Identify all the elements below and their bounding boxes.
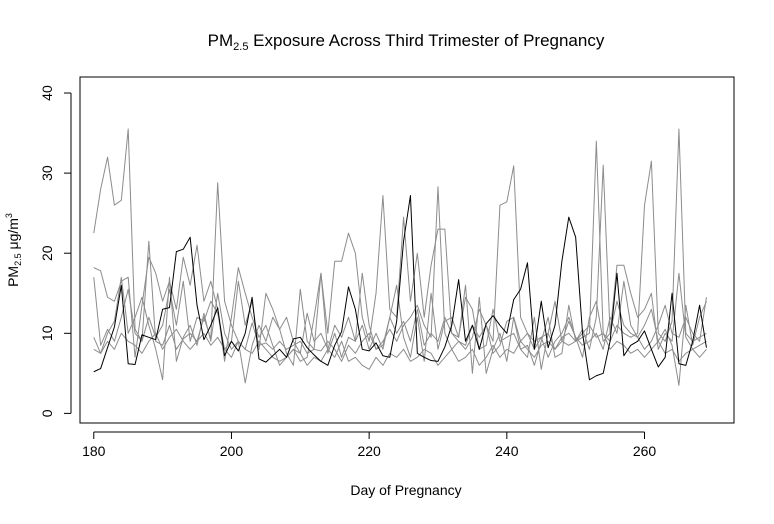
x-axis: 180 200 220 240 260 — [82, 431, 657, 459]
y-axis-label-superscript: 3 — [4, 213, 14, 218]
y-tick-label: 10 — [39, 325, 55, 341]
y-tick-label: 20 — [39, 245, 55, 261]
y-tick-label: 30 — [39, 165, 55, 181]
x-tick-label: 260 — [633, 443, 657, 459]
x-tick-label: 200 — [220, 443, 244, 459]
y-axis-label-subscript: 2.5 — [13, 253, 23, 266]
x-axis-label: Day of Pregnancy — [350, 482, 461, 498]
chart-title: PM2.5 Exposure Across Third Trimester of… — [208, 31, 605, 53]
chart-title-subscript: 2.5 — [233, 41, 248, 53]
plot-frame — [79, 76, 735, 424]
series-layer — [93, 128, 707, 386]
y-axis-label-main: PM — [5, 266, 21, 287]
series-line-highlighted — [93, 195, 707, 381]
y-axis: 0 10 20 30 40 — [39, 85, 72, 417]
x-tick-label: 220 — [357, 443, 381, 459]
series-line — [93, 164, 707, 366]
y-tick-label: 40 — [39, 85, 55, 101]
series-line — [93, 277, 707, 358]
chart-title-main: PM — [208, 31, 234, 50]
series-line — [93, 128, 707, 362]
series-line — [93, 324, 707, 370]
x-tick-label: 240 — [495, 443, 519, 459]
chart-title-rest: Exposure Across Third Trimester of Pregn… — [248, 31, 604, 50]
y-axis-label: PM2.5 μg/m3 — [4, 213, 23, 287]
x-tick-label: 180 — [82, 443, 106, 459]
y-axis-label-unit: μg/m — [5, 218, 21, 253]
y-tick-label: 0 — [39, 409, 55, 417]
